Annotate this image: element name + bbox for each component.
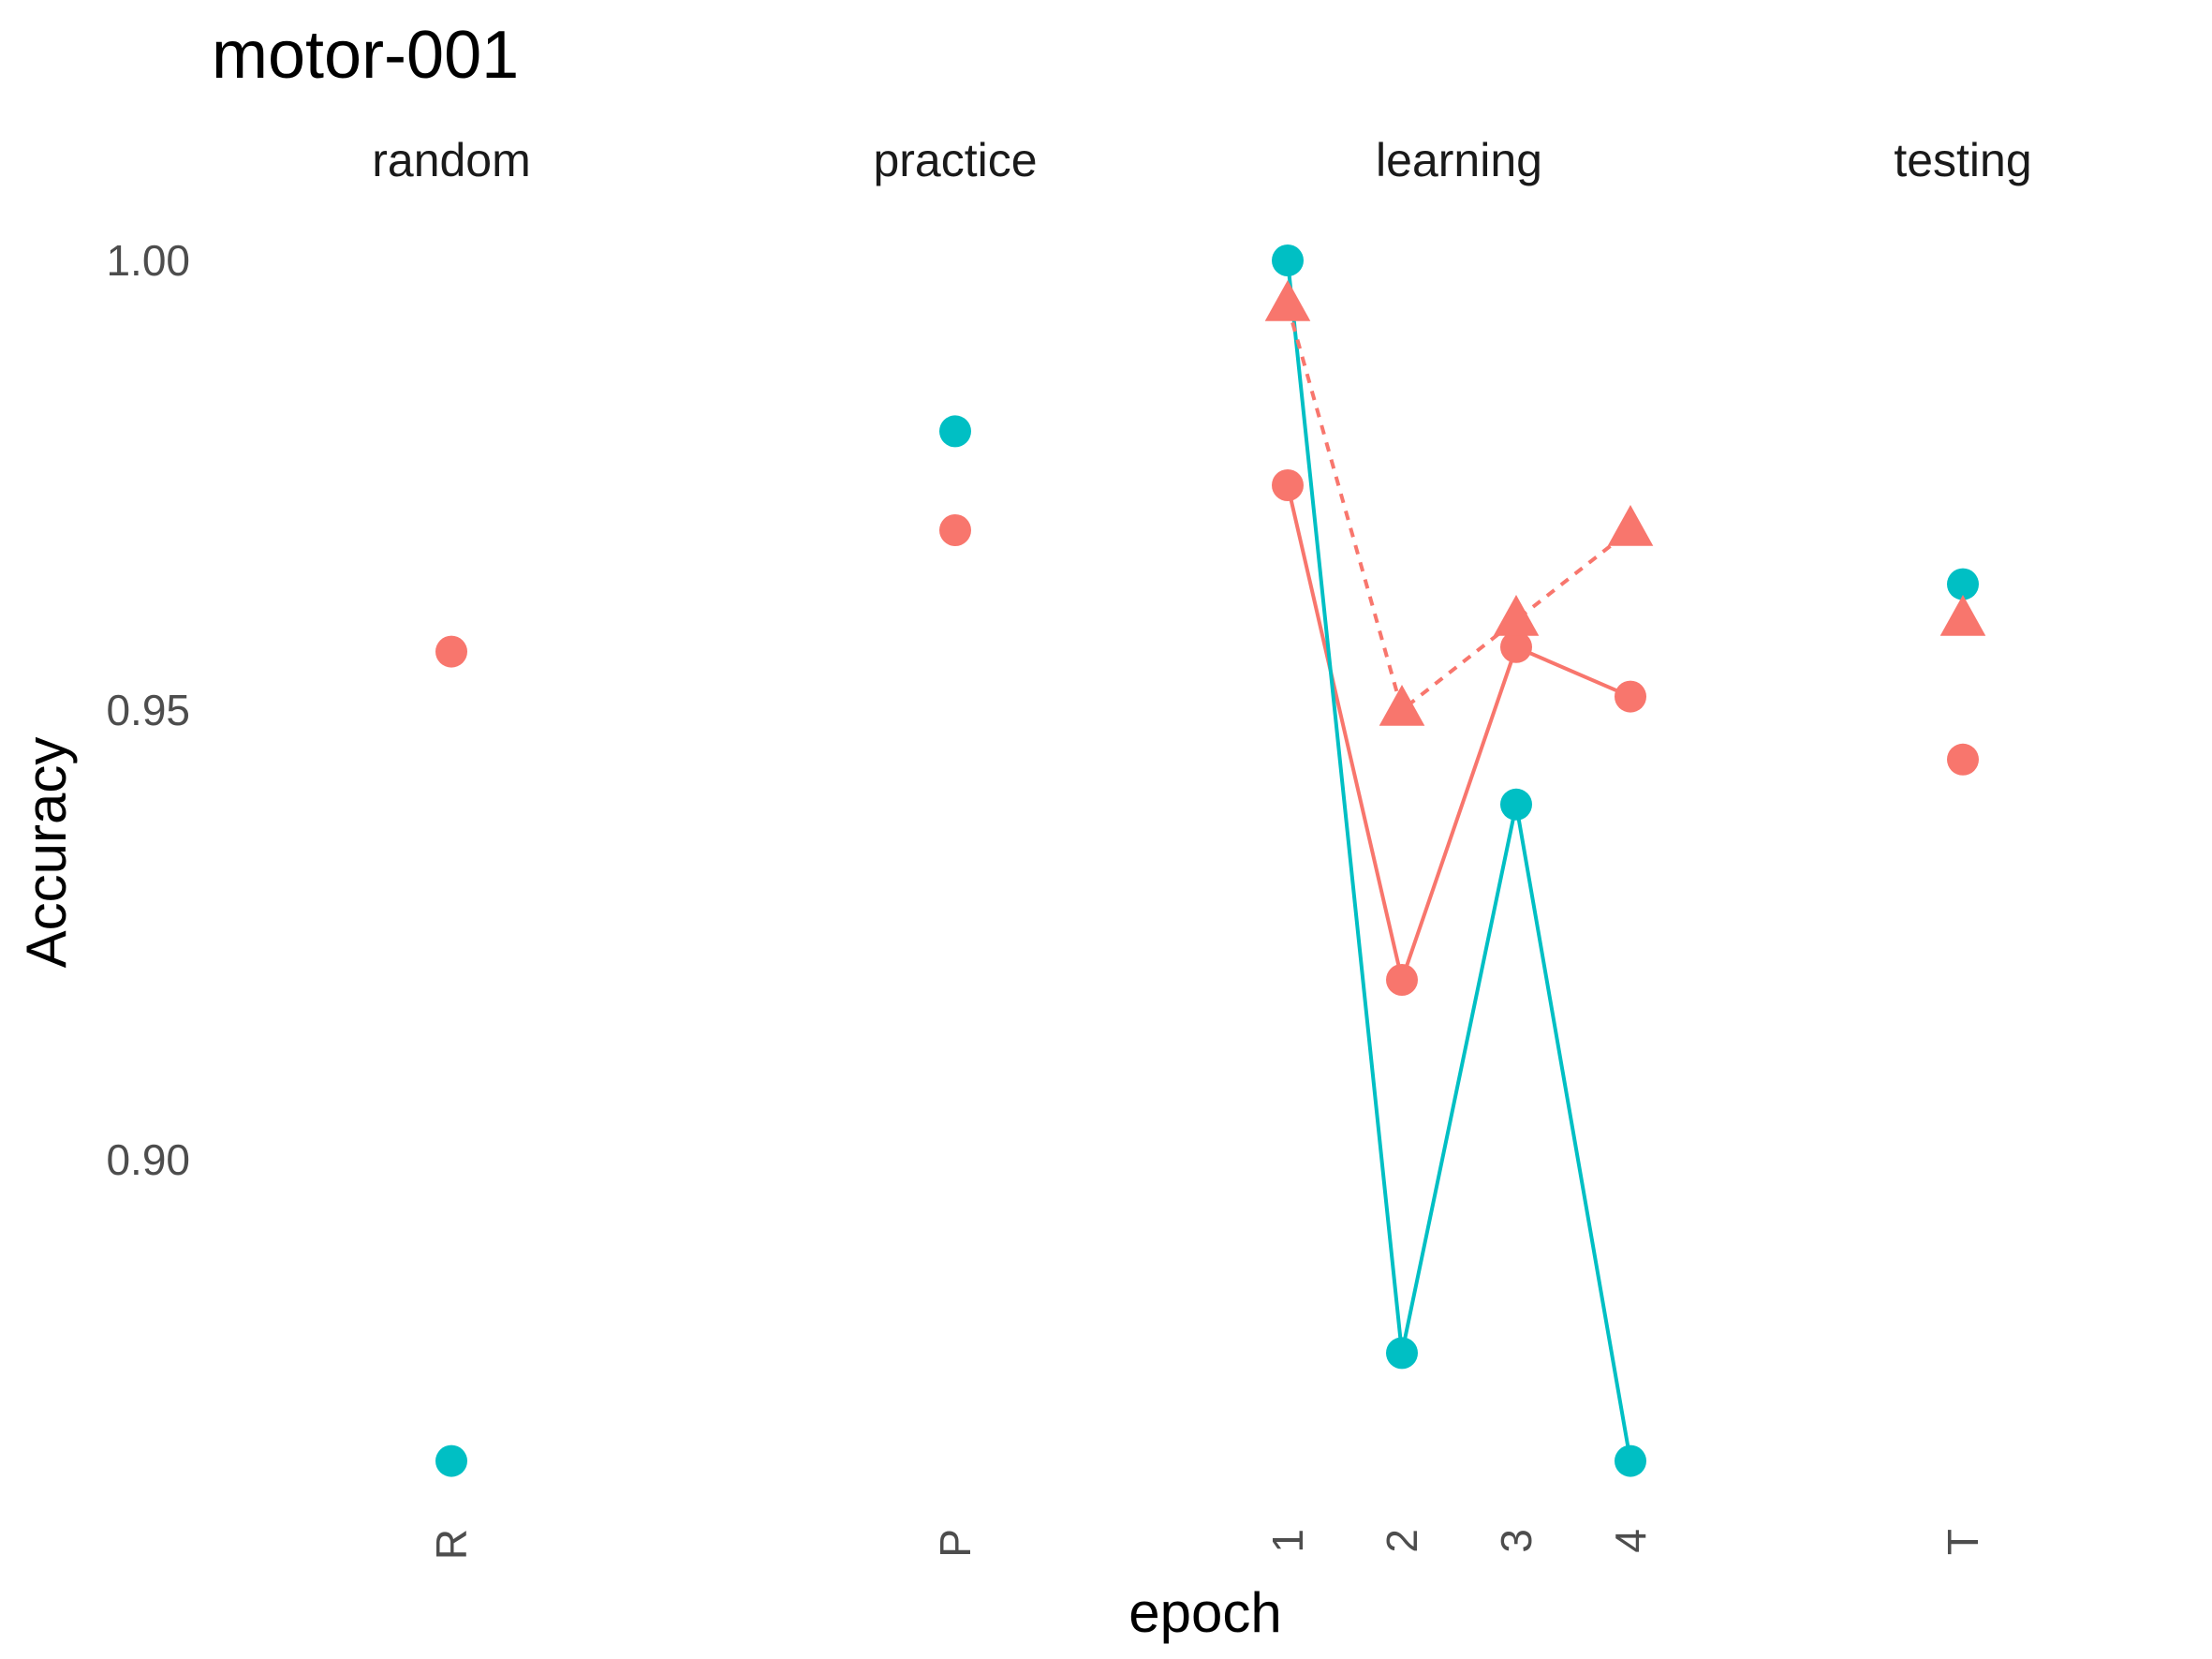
data-point-circle (435, 635, 467, 668)
data-point-triangle (1939, 595, 1986, 636)
data-point-circle (1386, 1337, 1418, 1370)
data-point-circle (1272, 469, 1304, 501)
y-tick-label: 1.00 (106, 236, 190, 285)
series-line-1 (1286, 259, 1632, 1461)
facet-label-practice: practice (873, 134, 1037, 186)
data-point-circle (939, 415, 971, 448)
x-tick-label: 3 (1492, 1529, 1541, 1553)
data-point-circle (1947, 568, 1979, 600)
x-tick-label: R (427, 1529, 476, 1560)
data-point-triangle (1264, 280, 1311, 321)
data-point-circle (435, 1444, 467, 1477)
data-point-triangle (1379, 685, 1425, 726)
series-line-2 (1286, 304, 1632, 714)
x-tick-label: T (1939, 1529, 1987, 1555)
data-point-circle (1500, 788, 1532, 821)
x-axis: R P 1 2 3 4 T (427, 1529, 1987, 1560)
x-axis-title: epoch (1128, 1581, 1281, 1644)
y-tick-label: 0.90 (106, 1135, 190, 1184)
x-tick-label: 1 (1263, 1529, 1312, 1553)
y-axis-title: Accuracy (15, 737, 78, 969)
data-point-circle (1386, 964, 1418, 996)
y-axis: 0.90 0.95 1.00 (106, 236, 190, 1184)
x-tick-label: 2 (1378, 1529, 1426, 1553)
facet-label-learning: learning (1376, 134, 1542, 186)
y-tick-label: 0.95 (106, 686, 190, 734)
data-point-circle (1500, 630, 1532, 663)
series-line-0 (1286, 484, 1631, 987)
chart-title: motor-001 (212, 18, 519, 93)
x-tick-label: 4 (1606, 1529, 1655, 1553)
facet-label-random: random (372, 134, 531, 186)
facet-label-testing: testing (1894, 134, 2031, 186)
data-point-circle (1615, 1444, 1646, 1477)
data-point-circle (1947, 743, 1979, 776)
data-point-circle (1615, 680, 1646, 713)
series-marks (435, 244, 1986, 1477)
data-point-circle (939, 514, 971, 546)
data-point-circle (1272, 244, 1304, 276)
x-tick-label: P (931, 1529, 980, 1558)
data-point-triangle (1493, 595, 1540, 636)
series-lines (1286, 259, 1632, 1461)
data-point-triangle (1607, 505, 1654, 546)
facet-labels: random practice learning testing (372, 134, 2031, 186)
